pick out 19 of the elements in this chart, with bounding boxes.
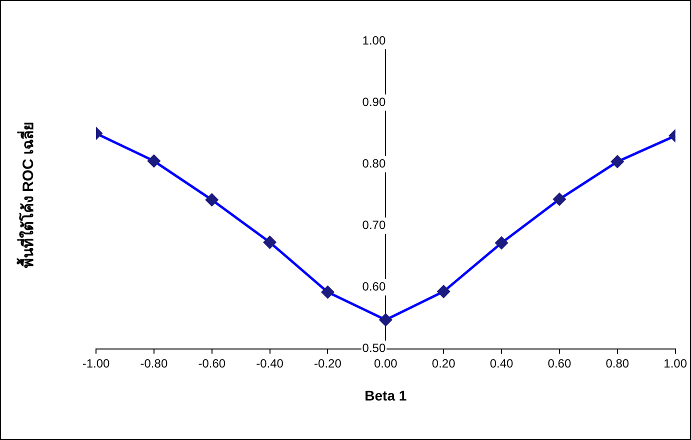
x-tick-label: 0.20 [432, 356, 456, 370]
x-tick-label: -0.80 [140, 356, 168, 370]
y-axis-title: พื้นที่ใต้โค้ง ROC เฉลี่ย [16, 122, 38, 268]
y-tick-label: 0.60 [362, 280, 386, 294]
x-tick-label: -0.60 [198, 356, 226, 370]
x-tick-label: 0.60 [548, 356, 572, 370]
x-tick-label: -1.00 [82, 356, 110, 370]
y-tick-label: 0.80 [362, 156, 386, 170]
y-tick-label: 0.70 [362, 218, 386, 232]
y-tick-label: 0.50 [362, 341, 386, 356]
x-tick-label: -0.20 [314, 356, 342, 370]
y-tick-label: 0.90 [362, 94, 386, 109]
x-tick-label: 1.00 [664, 356, 688, 370]
x-tick-label: 0.40 [490, 356, 514, 370]
x-axis-title: Beta 1 [364, 387, 407, 404]
y-tick-label: 1.00 [362, 33, 386, 48]
x-tick-label: -0.40 [256, 356, 284, 370]
x-tick-label: 0.00 [374, 356, 398, 370]
x-tick-label: 0.80 [606, 356, 630, 370]
